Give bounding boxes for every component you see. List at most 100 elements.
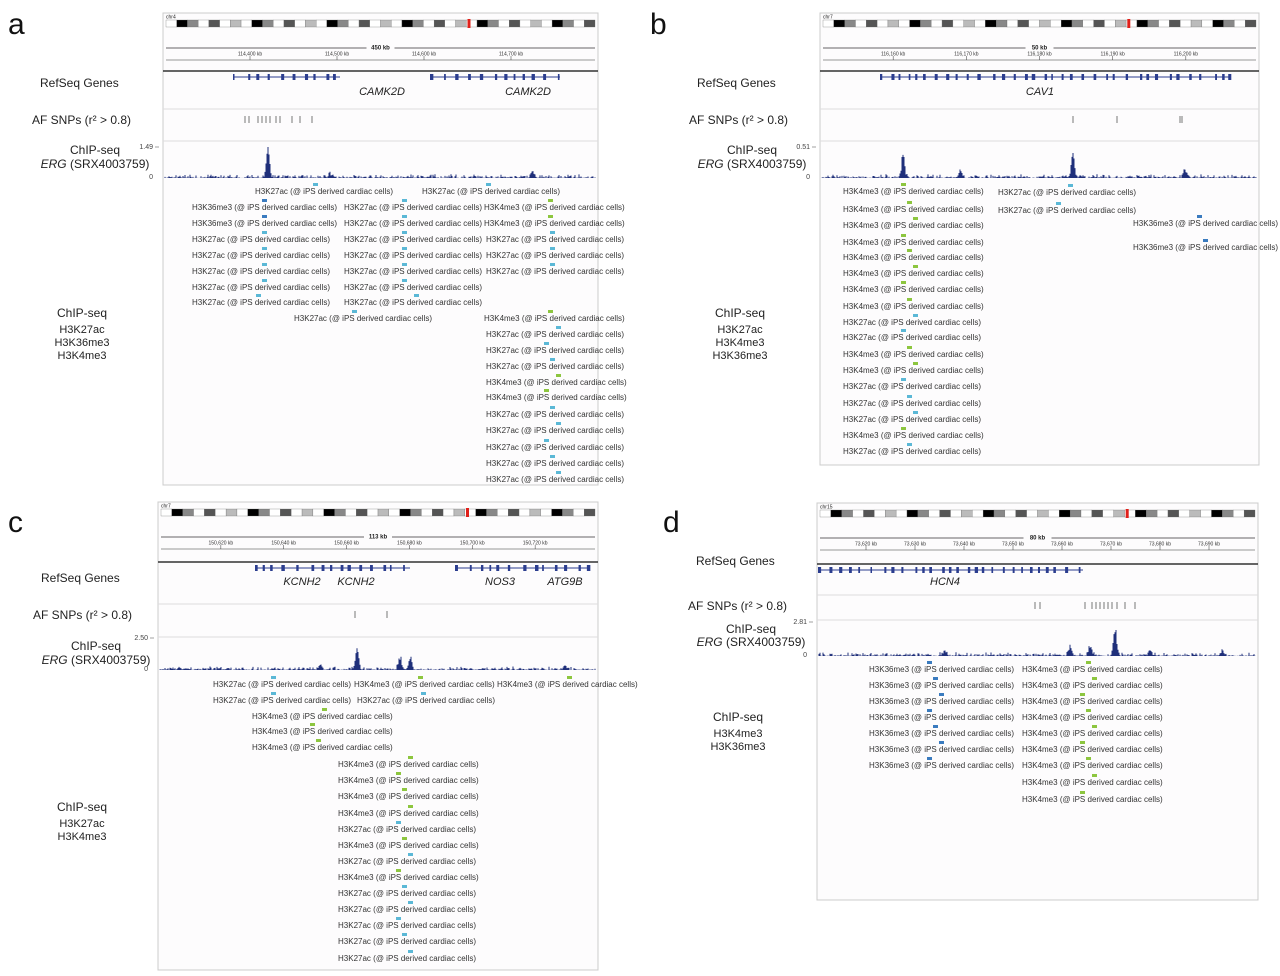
gene-exon (359, 565, 363, 571)
peak-mark (907, 395, 912, 398)
peak-cell-type: (@ iPS derived cardiac cells) (1175, 219, 1278, 228)
track-label: AF SNPs (r² > 0.8) (688, 599, 787, 613)
erg-sample: (SRX4003759) (727, 157, 806, 171)
gene-exon (513, 74, 516, 80)
peak-mark (271, 692, 276, 695)
gene-exon (494, 74, 498, 80)
ideogram-band (182, 508, 194, 517)
gene-exon (1154, 74, 1159, 80)
ideogram-band (518, 508, 531, 517)
peak-mark (933, 725, 938, 728)
peak-cell-type: (@ iPS derived cardiac cells) (392, 696, 495, 705)
ideogram-band (401, 19, 413, 28)
peak-mark (556, 326, 561, 329)
peak-cell-type: (@ iPS derived cardiac cells) (521, 410, 624, 419)
legend-item: H3K36me3 (712, 350, 767, 362)
track-label: RefSeq Genes (40, 76, 119, 90)
track-sublabel: ERG (SRX4003759) (41, 157, 150, 171)
peak-mark-name: H3K27ac (486, 410, 519, 419)
ideogram-band (917, 509, 929, 518)
peak-cell-type: (@ iPS derived cardiac cells) (234, 203, 337, 212)
peak-label: H3K4me3 (@ iPS derived cardiac cells) (843, 221, 984, 230)
peak-label: H3K27ac (@ iPS derived cardiac cells) (998, 206, 1136, 215)
peak-label: H3K36me3 (@ iPS derived cardiac cells) (869, 729, 1014, 738)
gene-exon (389, 565, 392, 571)
peak-cell-type: (@ iPS derived cardiac cells) (373, 857, 476, 866)
ideogram-band (1006, 19, 1019, 28)
peak-mark-name: H3K4me3 (354, 680, 390, 689)
peak-mark (907, 443, 912, 446)
gene-exon (942, 567, 945, 573)
ideogram-band (885, 509, 897, 518)
peak-label: H3K27ac (@ iPS derived cardiac cells) (843, 333, 981, 342)
peak-label: H3K4me3 (@ iPS derived cardiac cells) (338, 760, 479, 769)
peak-cell-type: (@ iPS derived cardiac cells) (376, 792, 479, 801)
track-sublabel: ERG (SRX4003759) (698, 157, 807, 171)
peak-label: H3K27ac (@ iPS derived cardiac cells) (192, 267, 330, 276)
ideogram-band (475, 508, 487, 517)
peak-mark (913, 265, 918, 268)
peak-cell-type: (@ iPS derived cardiac cells) (911, 665, 1014, 674)
peak-mark-name: H3K4me3 (843, 366, 879, 375)
peak-mark (313, 183, 318, 186)
peak-label: H3K27ac (@ iPS derived cardiac cells) (486, 251, 624, 260)
peak-mark (550, 406, 555, 409)
peak-mark (421, 692, 426, 695)
gene-exon (256, 74, 260, 80)
peak-mark (901, 329, 906, 332)
peak-cell-type: (@ iPS derived cardiac cells) (290, 712, 393, 721)
gene-exon (1228, 74, 1232, 80)
ideogram-band (176, 19, 188, 28)
peak-mark-name: H3K4me3 (843, 238, 879, 247)
peak-mark-name: H3K4me3 (252, 712, 288, 721)
peak-mark-name: H3K36me3 (869, 745, 910, 754)
peak-cell-type: (@ iPS derived cardiac cells) (911, 745, 1014, 754)
peak-mark-name: H3K27ac (998, 188, 1031, 197)
erg-sample: (SRX4003759) (726, 635, 805, 649)
peak-mark-name: H3K4me3 (338, 760, 374, 769)
gene-exon (557, 74, 560, 80)
coord-label: 114,400 kb (238, 51, 263, 57)
gene-exon (504, 74, 508, 80)
ideogram-band (399, 508, 411, 517)
peak-mark (396, 869, 401, 872)
peak-label: H3K4me3 (@ iPS derived cardiac cells) (252, 712, 393, 721)
gene-exon (1199, 74, 1202, 80)
peak-label: H3K27ac (@ iPS derived cardiac cells) (486, 426, 624, 435)
peak-mark (1092, 677, 1097, 680)
gene-exon (469, 565, 472, 571)
gene-exon (455, 74, 459, 80)
peak-mark (402, 837, 407, 840)
ideogram-band (909, 19, 921, 28)
peak-cell-type: (@ iPS derived cardiac cells) (521, 443, 624, 452)
ideogram-band (1069, 509, 1082, 518)
peak-cell-type: (@ iPS derived cardiac cells) (522, 314, 625, 323)
peak-mark (550, 263, 555, 266)
peak-cell-type: (@ iPS derived cardiac cells) (376, 809, 479, 818)
peak-mark (927, 661, 932, 664)
peak-label: H3K36me3 (@ iPS derived cardiac cells) (869, 681, 1014, 690)
peak-label: H3K27ac (@ iPS derived cardiac cells) (344, 203, 482, 212)
peak-cell-type: (@ iPS derived cardiac cells) (1060, 778, 1163, 787)
peak-mark-name: H3K36me3 (1133, 243, 1174, 252)
peak-mark (939, 741, 944, 744)
peak-cell-type: (@ iPS derived cardiac cells) (248, 680, 351, 689)
peak-label: H3K27ac (@ iPS derived cardiac cells) (486, 475, 624, 484)
peak-mark (402, 247, 407, 250)
peak-label: H3K36me3 (@ iPS derived cardiac cells) (1133, 243, 1278, 252)
peak-cell-type: (@ iPS derived cardiac cells) (1060, 795, 1163, 804)
peak-mark (1086, 709, 1091, 712)
peak-label: H3K4me3 (@ iPS derived cardiac cells) (843, 350, 984, 359)
gene-exon (468, 74, 471, 80)
peak-mark (1068, 184, 1073, 187)
peak-mark (414, 294, 419, 297)
legend-item: H3K4me3 (714, 728, 763, 740)
peak-label: H3K36me3 (@ iPS derived cardiac cells) (869, 665, 1014, 674)
ideogram-band (1147, 19, 1159, 28)
peak-mark-name: H3K4me3 (486, 393, 522, 402)
gene-exon (370, 565, 373, 571)
gene-exon (281, 74, 285, 80)
peak-label: H3K4me3 (@ iPS derived cardiac cells) (843, 187, 984, 196)
peak-label: H3K27ac (@ iPS derived cardiac cells) (486, 330, 624, 339)
gene-exon (479, 74, 484, 80)
